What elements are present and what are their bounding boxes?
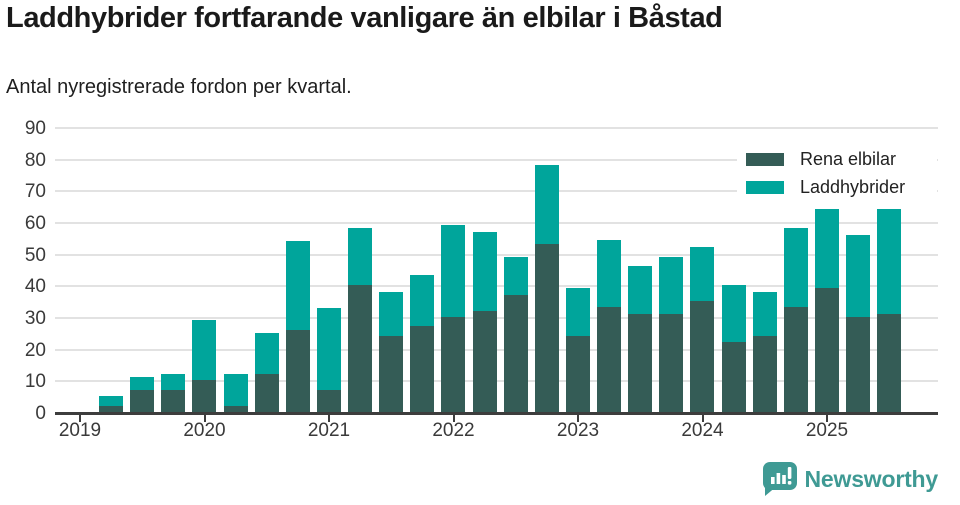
gridline-90 (55, 127, 938, 129)
legend-label-rena-elbilar: Rena elbilar (800, 148, 897, 169)
bar-2019-Q3-Rena-elbilar (130, 390, 154, 412)
y-tick-label-80: 80 (24, 149, 46, 171)
bar-2025-Q2-Rena-elbilar (846, 317, 870, 412)
legend: Rena elbilar Laddhybrider (737, 142, 937, 205)
bar-2022-Q4-Laddhybrider (535, 165, 559, 244)
gridline-70 (55, 190, 938, 193)
bar-2022-Q3-Rena-elbilar (504, 295, 528, 412)
bar-2022-Q1-Rena-elbilar (441, 317, 465, 412)
bar-2023-Q4-Rena-elbilar (659, 314, 683, 412)
bar-2022-Q2-Rena-elbilar (473, 311, 497, 412)
bar-2021-Q2-Rena-elbilar (348, 285, 372, 412)
y-tick-label-60: 60 (24, 213, 46, 234)
bar-2022-Q4-Rena-elbilar (535, 244, 559, 412)
gridline-60 (55, 222, 938, 224)
bar-2023-Q3-Laddhybrider (628, 266, 652, 314)
bar-2020-Q4-Rena-elbilar (286, 330, 310, 412)
bar-2019-Q2-Laddhybrider (99, 396, 123, 406)
brand-footer: Newsworthy (762, 462, 938, 497)
bar-2021-Q4-Laddhybrider (410, 275, 434, 326)
x-tick-2019 (79, 415, 81, 422)
y-tick-label-90: 90 (24, 118, 46, 139)
bar-2019-Q4-Rena-elbilar (161, 390, 185, 412)
bar-2024-Q3-Laddhybrider (753, 292, 777, 336)
legend-swatch-rena-elbilar (746, 152, 784, 166)
x-tick-2022 (453, 415, 455, 422)
x-tick-label-2021: 2021 (307, 420, 351, 441)
bar-2024-Q4-Laddhybrider (784, 228, 808, 307)
brand-name: Newsworthy (804, 466, 939, 492)
bar-2020-Q3-Laddhybrider (255, 333, 279, 374)
bar-2024-Q3-Rena-elbilar (753, 336, 777, 412)
legend-swatch-laddhybrider (746, 180, 784, 194)
y-tick-label-30: 30 (24, 308, 46, 329)
bar-2025-Q1-Rena-elbilar (815, 288, 839, 412)
bar-2023-Q1-Laddhybrider (566, 288, 590, 336)
x-axis-line (55, 412, 938, 415)
bar-2021-Q4-Rena-elbilar (410, 326, 434, 412)
y-tick-label-50: 50 (24, 244, 46, 266)
bar-2020-Q4-Laddhybrider (286, 241, 310, 330)
x-tick-label-2024: 2024 (681, 420, 724, 441)
y-tick-label-20: 20 (24, 339, 46, 361)
bar-2024-Q2-Laddhybrider (722, 285, 746, 342)
y-tick-label-40: 40 (24, 276, 46, 298)
bar-2020-Q1-Laddhybrider (192, 320, 216, 380)
bar-2024-Q4-Rena-elbilar (784, 307, 808, 412)
x-tick-label-2022: 2022 (432, 420, 475, 441)
bar-2020-Q3-Rena-elbilar (255, 374, 279, 412)
bar-2024-Q1-Laddhybrider (690, 247, 714, 301)
bar-2019-Q3-Laddhybrider (130, 377, 154, 390)
x-tick-label-2025: 2025 (805, 420, 849, 441)
bar-chart-speech-bubble-icon (762, 462, 797, 496)
bar-2025-Q2-Laddhybrider (846, 235, 870, 317)
bar-2020-Q1-Rena-elbilar (192, 380, 216, 412)
bar-2025-Q3-Laddhybrider (877, 209, 901, 314)
chart-subtitle: Antal nyregistrerade fordon per kvartal. (6, 76, 352, 98)
bar-2025-Q3-Rena-elbilar (877, 314, 901, 412)
bar-2020-Q2-Laddhybrider (224, 374, 248, 406)
bar-2021-Q1-Rena-elbilar (317, 390, 341, 412)
bar-2022-Q3-Laddhybrider (504, 257, 528, 295)
x-tick-2023 (577, 415, 579, 422)
bar-2023-Q3-Rena-elbilar (628, 314, 652, 412)
y-tick-label-10: 10 (24, 371, 46, 393)
bar-2022-Q1-Laddhybrider (441, 225, 465, 317)
plot-area: Rena elbilar Laddhybrider (55, 127, 938, 422)
bar-2021-Q2-Laddhybrider (348, 228, 372, 285)
bar-2021-Q3-Laddhybrider (379, 292, 403, 336)
y-tick-label-70: 70 (24, 181, 46, 203)
bar-2023-Q2-Laddhybrider (597, 240, 621, 307)
bar-2019-Q2-Rena-elbilar (99, 406, 123, 412)
x-tick-2024 (702, 415, 704, 422)
x-tick-label-2020: 2020 (183, 420, 226, 441)
x-tick-label-2023: 2023 (556, 420, 600, 441)
bar-2023-Q2-Rena-elbilar (597, 307, 621, 412)
x-tick-label-2019: 2019 (58, 420, 102, 441)
legend-row-laddhybrider: Laddhybrider (737, 173, 937, 201)
legend-label-laddhybrider: Laddhybrider (800, 176, 906, 197)
y-tick-label-0: 0 (35, 403, 46, 424)
bar-2019-Q4-Laddhybrider (161, 374, 185, 390)
bar-2024-Q2-Rena-elbilar (722, 342, 746, 412)
bar-2024-Q1-Rena-elbilar (690, 301, 714, 412)
legend-row-rena-elbilar: Rena elbilar (737, 145, 937, 173)
chart-title: Laddhybrider fortfarande vanligare än el… (6, 2, 723, 34)
bar-2020-Q2-Rena-elbilar (224, 406, 248, 412)
x-tick-2025 (826, 415, 828, 422)
x-tick-2021 (328, 415, 330, 422)
bar-2021-Q3-Rena-elbilar (379, 336, 403, 412)
bar-2021-Q1-Laddhybrider (317, 308, 341, 390)
bar-2023-Q1-Rena-elbilar (566, 336, 590, 412)
bar-2023-Q4-Laddhybrider (659, 257, 683, 314)
bar-2022-Q2-Laddhybrider (473, 232, 497, 311)
x-tick-2020 (204, 415, 206, 422)
bar-2025-Q1-Laddhybrider (815, 209, 839, 288)
gridline-80 (55, 158, 938, 161)
